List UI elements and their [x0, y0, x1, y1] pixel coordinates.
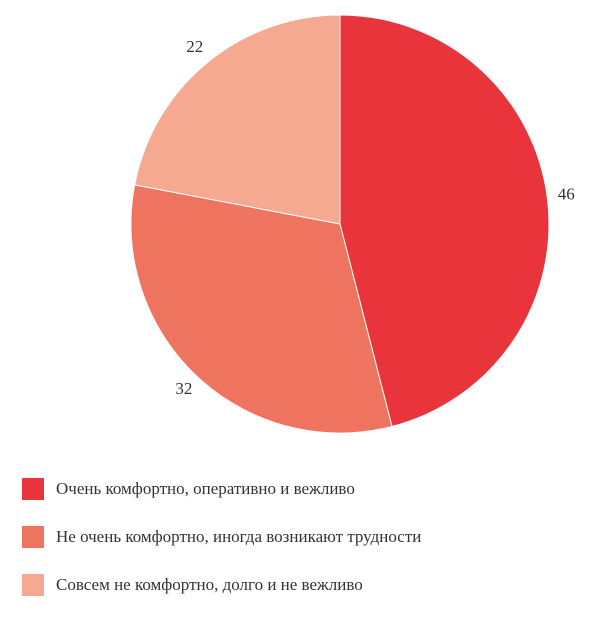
legend-item: Совсем не комфортно, долго и не вежливо	[22, 574, 421, 596]
pie-slice	[339, 14, 550, 428]
pie-chart: 46 32 22	[130, 14, 575, 434]
legend-swatch	[22, 526, 44, 548]
pie-slices	[130, 14, 550, 434]
slice-value-label: 32	[175, 379, 192, 398]
legend-item: Очень комфортно, оперативно и вежливо	[22, 478, 421, 500]
legend-label: Не очень комфортно, иногда возникают тру…	[56, 527, 422, 546]
pie-value-labels: 46 32 22	[175, 37, 574, 398]
slice-value-label: 46	[558, 184, 575, 203]
slice-value-label: 22	[186, 37, 203, 56]
pie-slice	[134, 14, 341, 225]
pie-slice	[130, 184, 393, 434]
legend-swatch	[22, 478, 44, 500]
legend-item: Не очень комфортно, иногда возникают тру…	[22, 526, 421, 548]
legend-swatch	[22, 574, 44, 596]
legend-label: Совсем не комфортно, долго и не вежливо	[56, 575, 363, 594]
legend: Очень комфортно, оперативно и вежливо Не…	[22, 478, 421, 622]
legend-label: Очень комфортно, оперативно и вежливо	[56, 479, 355, 498]
